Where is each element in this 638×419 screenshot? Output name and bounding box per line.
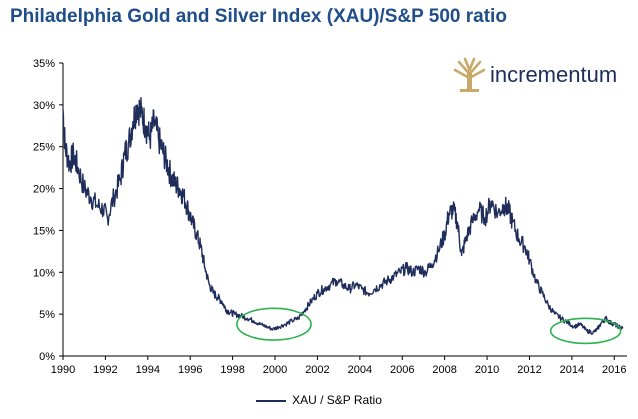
annotations (236, 307, 622, 345)
y-tick-label: 0% (39, 351, 55, 363)
tree-icon (453, 57, 486, 92)
y-tick-label: 35% (33, 58, 55, 70)
legend-swatch (256, 399, 287, 402)
x-tick-label: 1990 (51, 364, 75, 376)
y-tick-label: 30% (33, 100, 55, 112)
series-line-xau-sp-ratio (62, 97, 624, 335)
x-tick-label: 2000 (263, 364, 287, 376)
x-tick-label: 2016 (602, 364, 626, 376)
legend-label: XAU / S&P Ratio (292, 393, 382, 407)
x-tick-label: 1998 (220, 364, 244, 376)
x-tick-label: 2006 (390, 364, 414, 376)
axes (62, 63, 627, 357)
x-tick-label: 1996 (178, 364, 202, 376)
y-tick-label: 5% (39, 309, 55, 321)
x-tick-label: 2002 (305, 364, 329, 376)
logo-text: incrementum (490, 62, 617, 87)
x-tick-label: 2004 (348, 364, 372, 376)
x-tick-label: 1994 (136, 364, 160, 376)
y-tick-label: 15% (33, 225, 55, 237)
logo: incrementum (453, 57, 617, 92)
highlight-ellipse-1 (236, 307, 312, 341)
chart-title: Philadelphia Gold and Silver Index (XAU)… (10, 6, 507, 27)
x-tick-labels: 1990 1992 1994 1996 1998 2000 2002 2004 2006 2008… (51, 356, 627, 376)
legend: XAU / S&P Ratio (0, 393, 638, 407)
x-tick-label: 2008 (432, 364, 456, 376)
y-tick-label: 25% (33, 142, 55, 154)
y-tick-labels: 0% 5% 10% 15% 20% 25% 30% 35% (33, 58, 63, 363)
x-tick-label: 2012 (517, 364, 541, 376)
series-group (62, 97, 624, 335)
x-tick-label: 2014 (560, 364, 584, 376)
x-tick-label: 1992 (93, 364, 117, 376)
y-tick-label: 20% (33, 184, 55, 196)
y-tick-label: 10% (33, 267, 55, 279)
highlight-ellipse-2 (549, 317, 622, 345)
x-tick-label: 2010 (475, 364, 499, 376)
